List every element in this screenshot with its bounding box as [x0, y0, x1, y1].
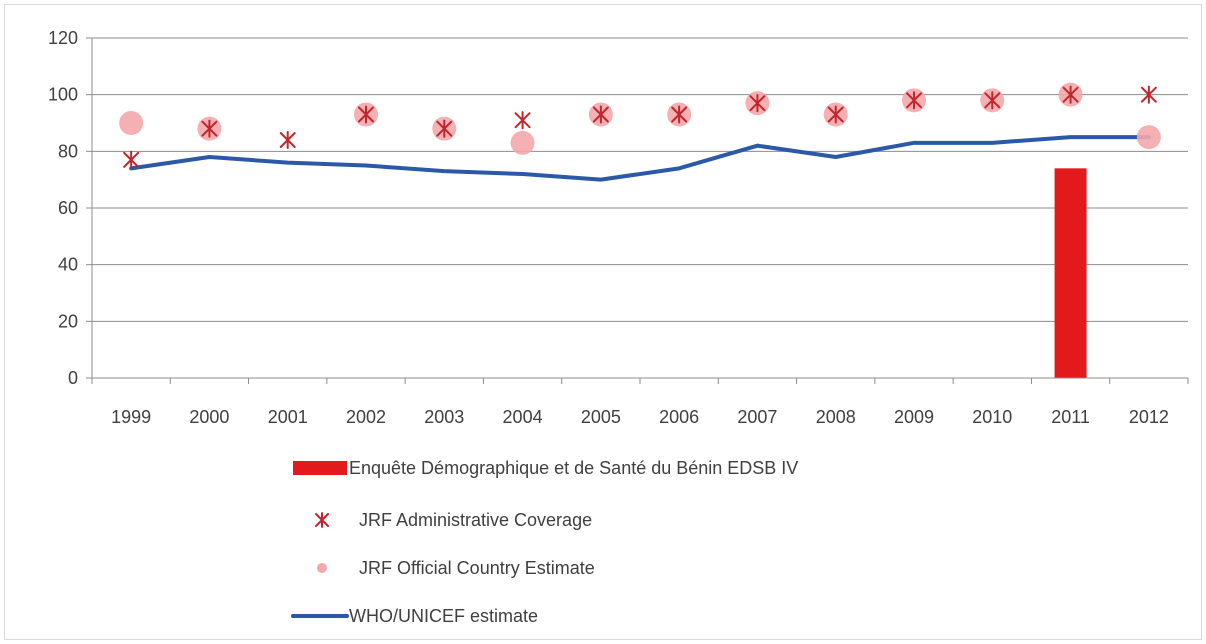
x-tick-label: 2002 — [346, 407, 386, 427]
x-tick-label: 2010 — [972, 407, 1012, 427]
gridlines — [92, 37, 1188, 322]
x-axis-ticks: 1999 2000 2001 2002 2003 2004 2005 2006 2007 2008… — [111, 407, 1169, 427]
asterisk-series — [123, 85, 1157, 169]
x-tick-label: 1999 — [111, 407, 151, 427]
bar-series — [1054, 168, 1087, 378]
x-tick-label: 2005 — [581, 407, 621, 427]
y-axis-ticks: 0 20 40 60 80 100 120 — [48, 28, 92, 388]
x-tick-label: 2012 — [1129, 407, 1169, 427]
legend-item: Enquête Démographique et de Santé du Bén… — [293, 458, 798, 478]
circle-series — [119, 82, 1161, 155]
asterisk-point — [358, 105, 374, 124]
asterisk-point — [1062, 85, 1079, 104]
x-tick-label: 2008 — [816, 407, 856, 427]
asterisk-point — [906, 91, 922, 110]
x-tick-label: 2007 — [737, 407, 777, 427]
x-tick-label: 2003 — [424, 407, 464, 427]
x-axis — [91, 38, 1189, 384]
legend-item: JRF Administrative Coverage — [315, 510, 592, 530]
asterisk-point — [279, 130, 296, 150]
asterisk-point — [671, 105, 688, 124]
asterisk-point — [827, 105, 844, 124]
legend-label: Enquête Démographique et de Santé du Bén… — [349, 458, 798, 478]
x-tick-label: 2000 — [189, 407, 229, 427]
legend-item: JRF Official Country Estimate — [317, 558, 595, 578]
asterisk-point — [436, 119, 453, 138]
asterisk-point — [514, 111, 531, 130]
legend-label: WHO/UNICEF estimate — [349, 606, 538, 626]
x-tick-label: 2011 — [1051, 407, 1090, 427]
asterisk-point — [592, 105, 609, 124]
y-tick-label: 120 — [48, 28, 78, 48]
legend-label: JRF Official Country Estimate — [359, 558, 595, 578]
legend-item: WHO/UNICEF estimate — [291, 606, 538, 626]
y-tick-label: 60 — [58, 198, 78, 218]
asterisk-point — [123, 150, 140, 169]
circle-point — [1136, 125, 1161, 150]
legend-swatch-asterisk — [315, 512, 329, 528]
legend-label: JRF Administrative Coverage — [359, 510, 592, 530]
y-tick-label: 20 — [58, 311, 78, 331]
circle-point — [510, 130, 535, 155]
asterisk-point — [1140, 85, 1157, 104]
asterisk-point — [201, 119, 218, 138]
x-tick-label: 2004 — [503, 407, 543, 427]
y-tick-label: 80 — [58, 141, 78, 161]
legend-swatch-circle — [317, 563, 327, 573]
x-tick-label: 2001 — [268, 407, 308, 427]
asterisk-point — [984, 91, 1001, 110]
x-tick-label: 2009 — [894, 407, 934, 427]
asterisk-point — [749, 94, 766, 113]
legend: Enquête Démographique et de Santé du Bén… — [291, 458, 798, 626]
y-tick-label: 0 — [68, 368, 78, 388]
legend-swatch-bar — [293, 461, 347, 475]
x-tick-label: 2006 — [659, 407, 699, 427]
line-series — [129, 135, 1151, 182]
y-tick-label: 100 — [48, 85, 78, 105]
bar — [1054, 168, 1087, 378]
y-tick-label: 40 — [58, 255, 78, 275]
circle-point — [119, 111, 144, 135]
line-series-who-unicef — [129, 135, 1151, 182]
